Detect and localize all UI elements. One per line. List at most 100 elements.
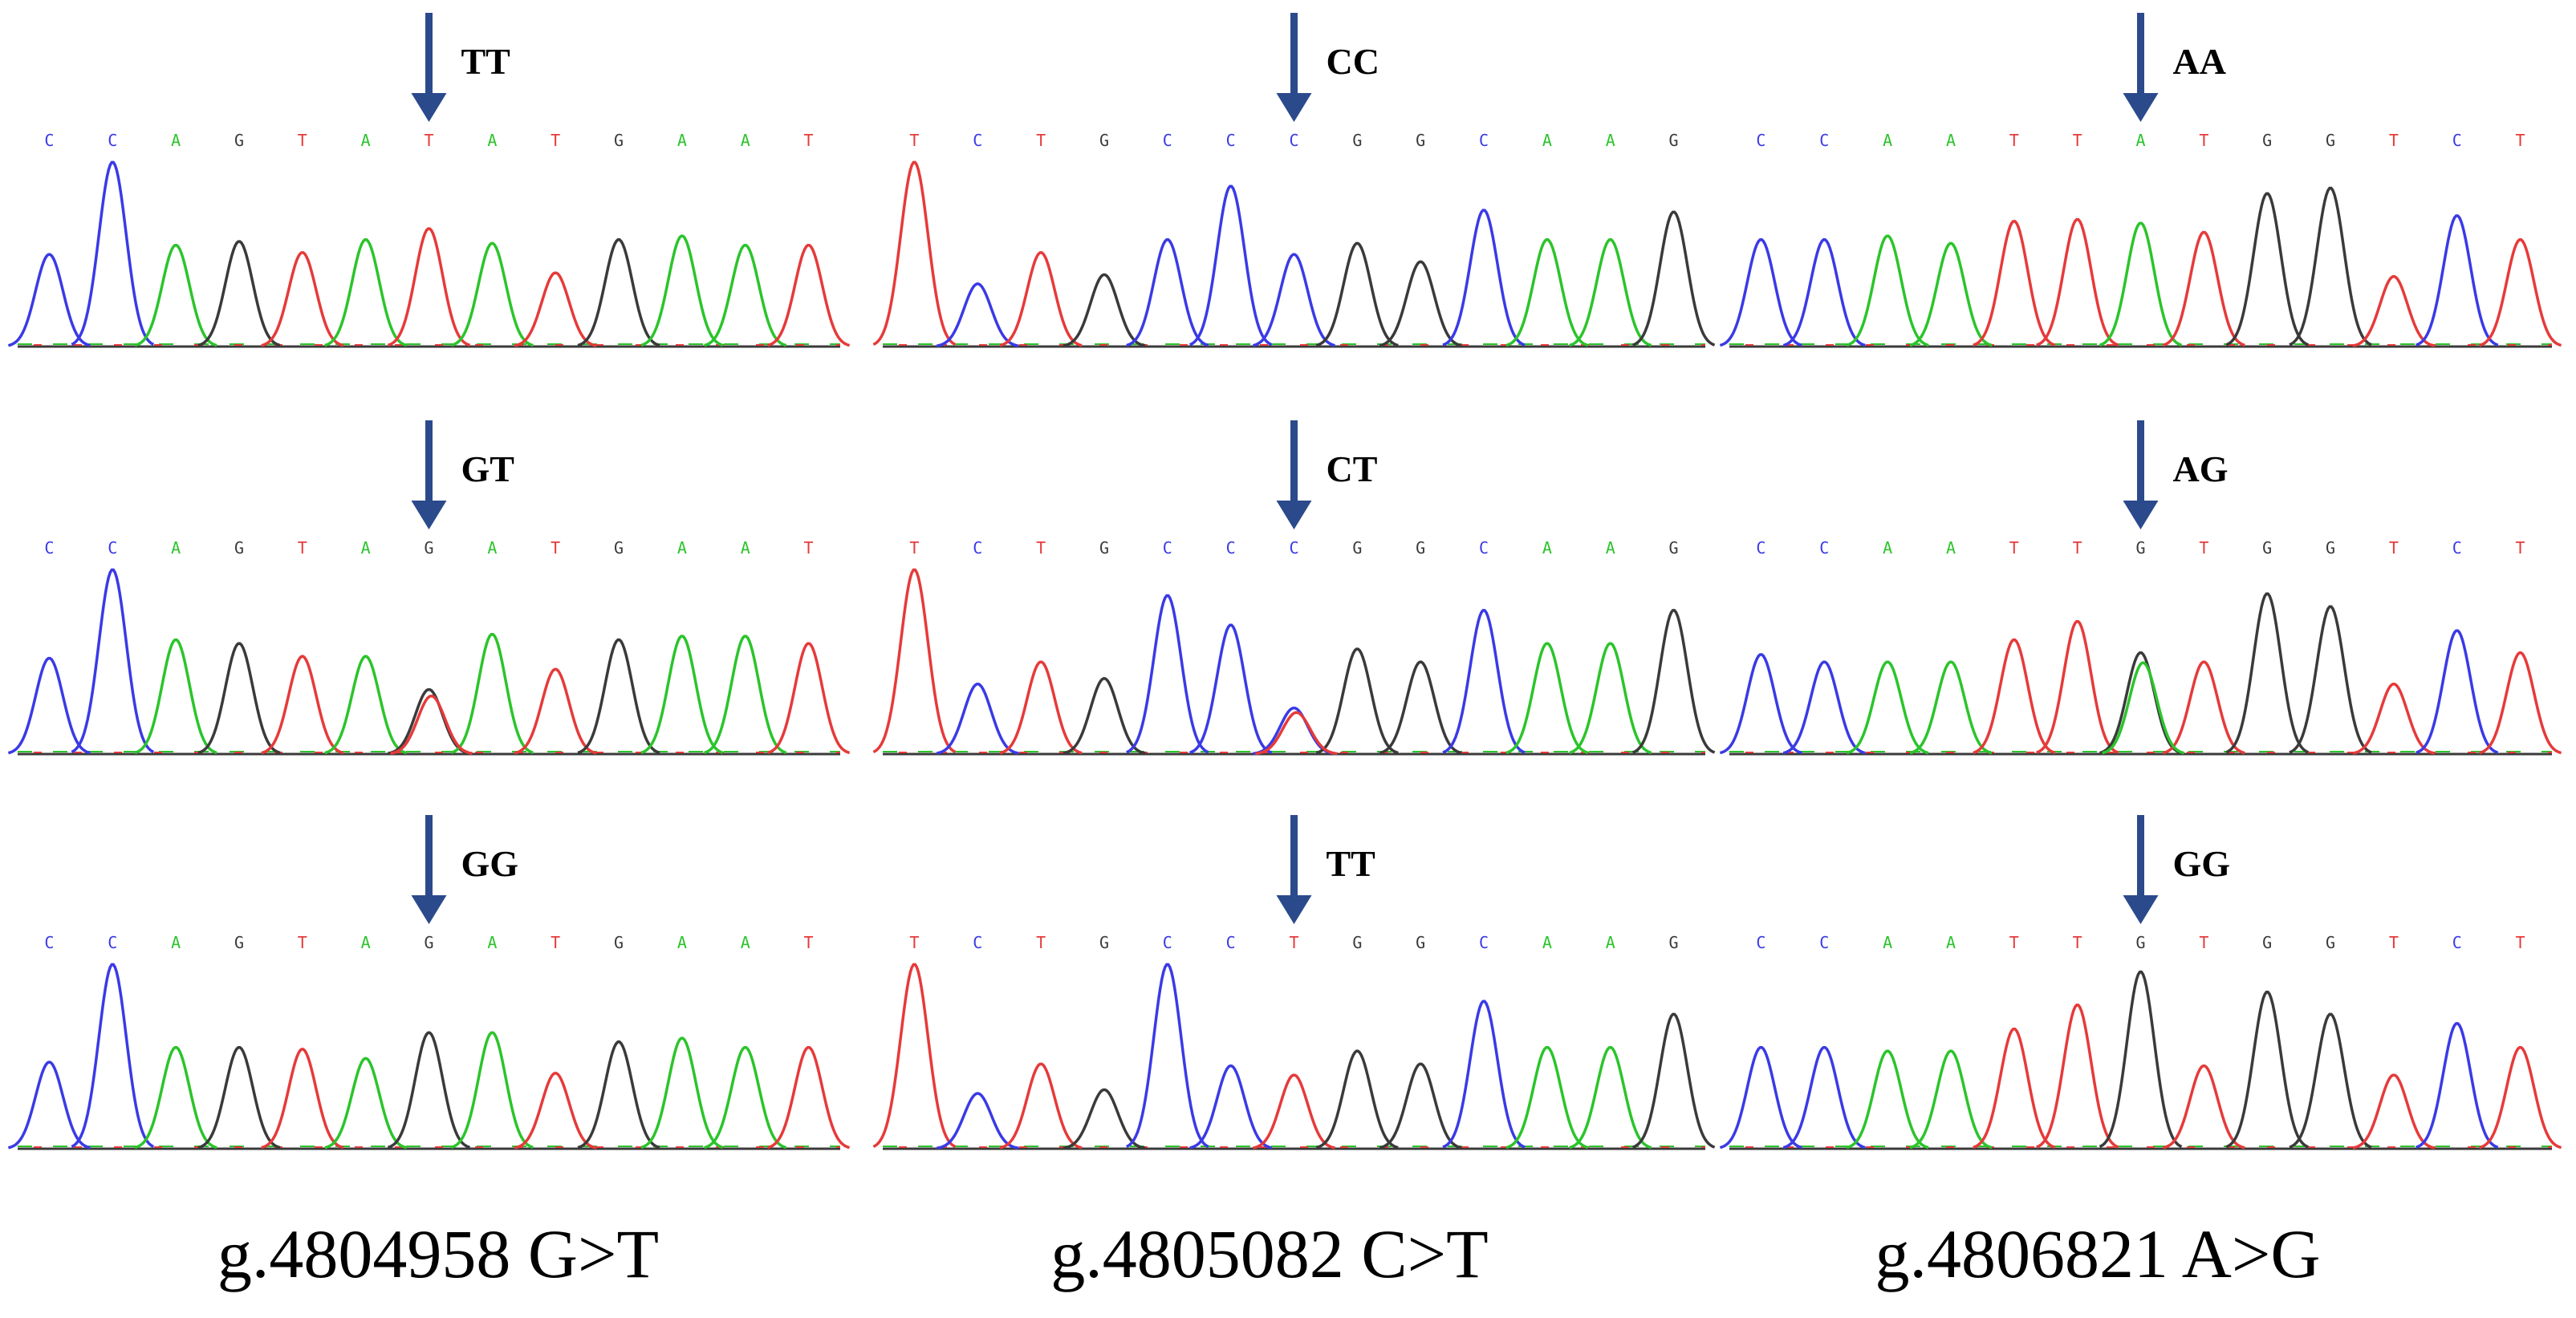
base-call-letter: T: [2516, 131, 2525, 150]
chromatogram-peak: [1315, 647, 1399, 755]
chromatogram-peak: [2036, 619, 2119, 754]
base-call-letter: A: [361, 131, 371, 150]
base-call-letter: A: [1606, 933, 1615, 952]
base-call-letter: A: [487, 933, 497, 952]
chromatogram-peak: [2352, 1073, 2436, 1150]
chromatogram-peak: [1379, 1062, 1462, 1150]
base-call-letter: G: [424, 933, 433, 952]
base-call-letter: C: [1756, 538, 1765, 558]
base-call-letter: A: [2135, 131, 2145, 150]
chromatogram-peak: [1719, 653, 1802, 755]
base-call-letter: A: [1883, 933, 1892, 952]
chromatogram-peak: [1442, 609, 1526, 754]
chromatogram-peak: [1062, 273, 1146, 347]
base-call-letter: T: [909, 933, 919, 952]
base-call-letter: T: [298, 131, 307, 150]
chromatogram-peak: [2162, 1064, 2245, 1150]
chromatogram-peak: [2416, 629, 2499, 754]
base-call-letter: T: [551, 131, 560, 150]
chromatogram-peak: [767, 243, 851, 347]
base-call-letter: C: [2452, 538, 2462, 558]
genotype-label: AG: [2173, 448, 2229, 489]
chromatogram-peak: [577, 238, 660, 347]
genotype-label: TT: [461, 41, 510, 82]
chromatogram-peak: [2225, 592, 2309, 754]
chromatogram-peak: [1189, 1064, 1273, 1150]
base-call-letter: G: [1669, 933, 1679, 952]
chromatogram-peak: [640, 234, 724, 347]
base-call-letter: G: [2326, 933, 2335, 952]
base-call-letter: C: [44, 933, 54, 952]
base-call-letter: A: [1946, 933, 1956, 952]
chromatogram-peak: [324, 1056, 408, 1150]
base-call-letter: A: [741, 538, 750, 558]
genotype-label: GG: [2173, 843, 2231, 884]
chromatogram-peak: [1315, 241, 1399, 347]
base-call-letter: A: [171, 933, 181, 952]
base-call-letter: A: [487, 538, 497, 558]
chromatogram-peak: [2162, 660, 2245, 755]
base-call-letter: T: [551, 538, 560, 558]
base-call-letter: A: [677, 933, 687, 952]
base-call-letter: A: [1542, 538, 1552, 558]
chromatogram-peak: [134, 243, 217, 347]
chromatogram-peak: [640, 635, 724, 755]
chromatogram-peak: [1973, 638, 2056, 755]
base-call-letter: T: [2073, 933, 2082, 952]
base-call-letter: T: [2073, 131, 2082, 150]
chromatogram-peak: [71, 568, 155, 753]
base-call-letter: G: [2135, 538, 2145, 558]
chromatogram-peak: [1846, 234, 1929, 347]
chromatogram-peak: [1909, 241, 1993, 347]
chromatogram-peak: [2352, 683, 2436, 755]
chromatogram-peak: [261, 655, 344, 755]
chromatogram-peak: [197, 240, 281, 347]
chromatogram-peak: [2099, 651, 2183, 755]
chromatogram-peak: [2099, 221, 2183, 347]
base-call-letter: C: [44, 538, 54, 558]
base-call-letter: T: [804, 933, 814, 952]
chromatogram-peak: [767, 642, 851, 755]
base-call-letter: T: [2389, 933, 2399, 952]
chromatogram-peak: [2289, 186, 2372, 347]
base-call-letter: G: [614, 538, 624, 558]
base-call-letter: A: [677, 131, 687, 150]
base-call-letter: A: [171, 131, 181, 150]
chromatogram-peak: [197, 642, 281, 755]
caption-snp-3: g.4806821 A>G: [1875, 1215, 2321, 1292]
base-call-letter: A: [1883, 538, 1892, 558]
base-call-letter: T: [909, 131, 919, 150]
base-call-letter: A: [171, 538, 181, 558]
chromatogram-peak: [1909, 1049, 1993, 1150]
chromatogram-peak: [261, 251, 344, 347]
genotype-label: CT: [1327, 448, 1378, 489]
chromatogram-peak: [71, 963, 155, 1148]
chromatogram-peak: [1062, 677, 1146, 755]
chromatogram-peak: [767, 1045, 851, 1150]
heterozygous-secondary-peak: [2102, 661, 2184, 755]
chromatogram-peak: [1062, 1088, 1146, 1150]
base-call-letter: G: [234, 933, 244, 952]
base-call-letter: T: [909, 538, 919, 558]
base-call-letter: G: [2326, 131, 2335, 150]
base-call-letter: G: [1416, 933, 1425, 952]
base-call-letter: A: [1946, 538, 1956, 558]
base-call-letter: T: [2389, 131, 2399, 150]
chromatogram-peak: [2289, 1012, 2372, 1149]
base-call-letter: G: [614, 933, 624, 952]
base-call-letter: A: [361, 538, 371, 558]
base-call-letter: T: [1036, 933, 1046, 952]
heterozygous-secondary-peak: [390, 694, 473, 755]
base-call-letter: T: [2009, 933, 2019, 952]
base-call-letter: C: [973, 538, 982, 558]
chromatogram-peak: [2036, 1004, 2119, 1149]
genotype-label: GT: [461, 448, 514, 489]
chromatogram-peak: [2479, 238, 2562, 347]
base-call-letter: C: [1479, 131, 1489, 150]
chromatogram-peak: [7, 253, 91, 347]
base-call-letter: G: [234, 538, 244, 558]
arrow-down-icon: [2123, 93, 2159, 122]
base-call-letter: C: [1819, 538, 1829, 558]
base-call-letter: A: [487, 131, 497, 150]
